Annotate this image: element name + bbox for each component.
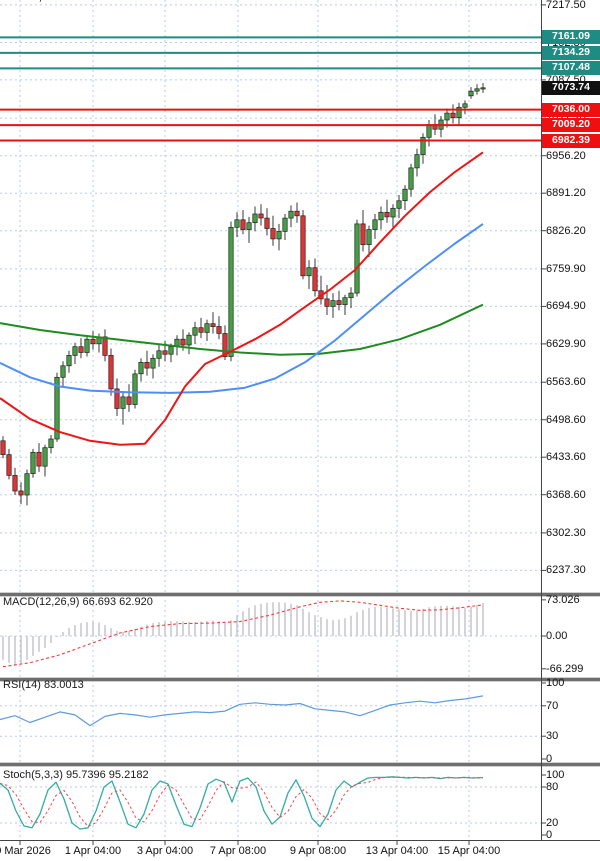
pane-separator	[0, 677, 600, 678]
candle-up	[342, 297, 348, 305]
candle-up	[42, 447, 48, 467]
candle-up	[288, 210, 294, 219]
candle-up	[480, 87, 486, 90]
candle-up	[378, 211, 384, 221]
candle-up	[30, 451, 36, 474]
candle-up	[84, 338, 90, 353]
candle-up	[444, 112, 450, 121]
candle-down	[210, 323, 216, 327]
candle-down	[222, 333, 228, 357]
candle-up	[252, 213, 258, 224]
candle-up	[138, 361, 144, 375]
candle-down	[162, 350, 168, 355]
candle-up	[462, 103, 468, 108]
pane-separator	[0, 593, 600, 596]
candle-down	[312, 267, 318, 292]
candle-down	[144, 361, 150, 369]
candle-up	[390, 207, 396, 218]
candle-up	[186, 334, 192, 346]
candle-up	[234, 219, 240, 228]
candle-up	[282, 217, 288, 232]
candle-up	[228, 226, 234, 357]
symbol-ohlc-line: US/500,H4 7075.11 7107.22 7033.33 7073.7…	[2, 0, 226, 3]
candle-up	[72, 346, 78, 356]
candle-up	[348, 292, 354, 299]
pane-separator	[0, 763, 600, 766]
candle-down	[336, 300, 342, 305]
candle-up	[66, 355, 72, 367]
ma-fast-red-line	[0, 151, 484, 446]
candle-up	[60, 365, 66, 378]
candle-up	[24, 473, 30, 496]
candle-down	[324, 298, 330, 307]
pane-separator	[0, 766, 600, 767]
candle-up	[414, 154, 420, 169]
candle-up	[150, 357, 156, 369]
candle-up	[354, 223, 360, 294]
candle-up	[246, 222, 252, 230]
candle-up	[192, 327, 198, 336]
candle-down	[360, 223, 366, 246]
candle-down	[78, 346, 84, 353]
candle-down	[90, 338, 96, 345]
pane-separator	[0, 678, 600, 681]
pane-separator	[0, 681, 600, 682]
candle-down	[216, 326, 222, 334]
candle-down	[0, 440, 6, 455]
rsi-indicator-label: RSI(14) 83.0013	[3, 679, 84, 691]
candle-up	[468, 90, 474, 97]
candle-up	[204, 323, 210, 333]
candle-up	[474, 88, 480, 92]
candle-down	[264, 217, 270, 229]
candle-up	[120, 396, 126, 409]
candle-down	[294, 210, 300, 217]
candle-down	[198, 327, 204, 333]
candle-down	[258, 213, 264, 219]
pane-separator	[0, 596, 600, 597]
candle-down	[18, 490, 24, 496]
candle-down	[36, 451, 42, 467]
candle-down	[6, 454, 12, 476]
candle-down	[384, 211, 390, 218]
pane-separator	[0, 592, 600, 593]
candle-down	[126, 396, 132, 405]
candle-down	[108, 355, 114, 390]
candle-up	[156, 350, 162, 359]
pane-separator	[0, 762, 600, 763]
candle-up	[132, 373, 138, 405]
candle-down	[300, 215, 306, 277]
candle-down	[114, 388, 120, 409]
candle-down	[240, 219, 246, 230]
candle-down	[270, 228, 276, 240]
rsi-line	[0, 695, 484, 727]
candle-down	[12, 475, 18, 492]
candle-up	[408, 167, 414, 190]
candle-up	[330, 300, 336, 307]
stoch-d-line	[0, 776, 484, 828]
candle-up	[396, 200, 402, 209]
candle-up	[372, 219, 378, 230]
candle-up	[48, 438, 54, 449]
candle-up	[402, 188, 408, 202]
ma-mid-blue-line	[0, 223, 484, 394]
candle-up	[168, 346, 174, 355]
macd-signal-line	[2, 600, 484, 668]
candle-down	[450, 112, 456, 119]
candle-up	[366, 229, 372, 245]
candle-up	[456, 106, 462, 119]
candle-up	[426, 124, 432, 138]
stoch-indicator-label: Stoch(5,3,3) 95.7396 95.2182	[3, 769, 149, 781]
candle-down	[102, 336, 108, 356]
candle-up	[54, 376, 60, 440]
macd-indicator-label: MACD(12,26,9) 66.693 62.920	[3, 596, 153, 608]
candle-up	[306, 267, 312, 277]
candle-up	[276, 231, 282, 240]
candle-down	[180, 338, 186, 346]
candle-up	[420, 136, 426, 155]
ma-slow-green-line	[0, 303, 484, 356]
